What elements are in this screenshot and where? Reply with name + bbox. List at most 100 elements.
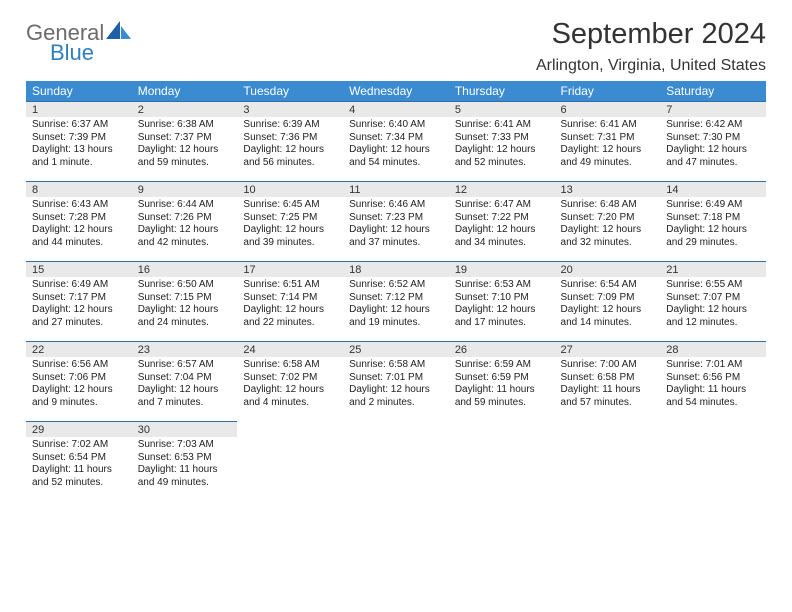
day-data-cell: Sunrise: 6:45 AMSunset: 7:25 PMDaylight:… [237,197,343,262]
week-number-row: 2930 [26,422,766,438]
sunrise-text: Sunrise: 7:02 AM [32,439,126,452]
day-data-cell: Sunrise: 7:03 AMSunset: 6:53 PMDaylight:… [132,437,238,501]
day-data-cell: Sunrise: 6:49 AMSunset: 7:17 PMDaylight:… [26,277,132,342]
day-data-cell: Sunrise: 7:01 AMSunset: 6:56 PMDaylight:… [660,357,766,422]
day-header: Sunday [26,81,132,102]
day-data-cell: Sunrise: 6:59 AMSunset: 6:59 PMDaylight:… [449,357,555,422]
daylight-text: Daylight: 12 hours and 32 minutes. [561,224,655,249]
daylight-text: Daylight: 12 hours and 29 minutes. [666,224,760,249]
logo-sail-icon [106,21,132,44]
week-data-row: Sunrise: 6:37 AMSunset: 7:39 PMDaylight:… [26,117,766,182]
sunrise-text: Sunrise: 6:58 AM [349,359,443,372]
sunset-text: Sunset: 7:23 PM [349,212,443,225]
sunset-text: Sunset: 7:33 PM [455,132,549,145]
daylight-text: Daylight: 12 hours and 56 minutes. [243,144,337,169]
day-data-cell [343,437,449,501]
day-header: Monday [132,81,238,102]
sunset-text: Sunset: 7:18 PM [666,212,760,225]
sunset-text: Sunset: 7:09 PM [561,292,655,305]
sunset-text: Sunset: 6:58 PM [561,372,655,385]
daylight-text: Daylight: 12 hours and 19 minutes. [349,304,443,329]
day-data-cell: Sunrise: 6:50 AMSunset: 7:15 PMDaylight:… [132,277,238,342]
day-data-cell [555,437,661,501]
daylight-text: Daylight: 11 hours and 57 minutes. [561,384,655,409]
sunset-text: Sunset: 7:17 PM [32,292,126,305]
sunrise-text: Sunrise: 6:55 AM [666,279,760,292]
daylight-text: Daylight: 12 hours and 54 minutes. [349,144,443,169]
day-number-cell: 17 [237,262,343,278]
sunset-text: Sunset: 7:39 PM [32,132,126,145]
day-number-cell: 2 [132,102,238,118]
daylight-text: Daylight: 12 hours and 47 minutes. [666,144,760,169]
daylight-text: Daylight: 12 hours and 9 minutes. [32,384,126,409]
day-number-cell: 26 [449,342,555,358]
sunrise-text: Sunrise: 6:42 AM [666,119,760,132]
day-number-cell: 13 [555,182,661,198]
sunset-text: Sunset: 7:01 PM [349,372,443,385]
sunrise-text: Sunrise: 6:51 AM [243,279,337,292]
sunset-text: Sunset: 7:12 PM [349,292,443,305]
day-number-cell: 23 [132,342,238,358]
week-data-row: Sunrise: 7:02 AMSunset: 6:54 PMDaylight:… [26,437,766,501]
day-number-cell [555,422,661,438]
daylight-text: Daylight: 12 hours and 14 minutes. [561,304,655,329]
sunrise-text: Sunrise: 7:01 AM [666,359,760,372]
day-data-cell: Sunrise: 6:40 AMSunset: 7:34 PMDaylight:… [343,117,449,182]
daylight-text: Daylight: 12 hours and 22 minutes. [243,304,337,329]
daylight-text: Daylight: 12 hours and 42 minutes. [138,224,232,249]
day-number-cell: 25 [343,342,449,358]
day-data-cell: Sunrise: 6:41 AMSunset: 7:31 PMDaylight:… [555,117,661,182]
day-data-cell: Sunrise: 6:43 AMSunset: 7:28 PMDaylight:… [26,197,132,262]
sunset-text: Sunset: 7:22 PM [455,212,549,225]
day-data-cell: Sunrise: 6:49 AMSunset: 7:18 PMDaylight:… [660,197,766,262]
day-number-cell: 19 [449,262,555,278]
month-title: September 2024 [536,18,766,51]
week-number-row: 1234567 [26,102,766,118]
day-number-cell: 11 [343,182,449,198]
day-number-cell: 9 [132,182,238,198]
location: Arlington, Virginia, United States [536,57,766,75]
day-number-cell: 6 [555,102,661,118]
day-number-cell: 15 [26,262,132,278]
sunset-text: Sunset: 7:14 PM [243,292,337,305]
day-data-cell: Sunrise: 7:02 AMSunset: 6:54 PMDaylight:… [26,437,132,501]
day-header: Saturday [660,81,766,102]
daylight-text: Daylight: 12 hours and 2 minutes. [349,384,443,409]
daylight-text: Daylight: 12 hours and 24 minutes. [138,304,232,329]
day-number-cell [449,422,555,438]
sunrise-text: Sunrise: 6:46 AM [349,199,443,212]
sunrise-text: Sunrise: 6:40 AM [349,119,443,132]
sunrise-text: Sunrise: 6:50 AM [138,279,232,292]
daylight-text: Daylight: 12 hours and 49 minutes. [561,144,655,169]
sunset-text: Sunset: 7:28 PM [32,212,126,225]
sunrise-text: Sunrise: 7:00 AM [561,359,655,372]
daylight-text: Daylight: 12 hours and 59 minutes. [138,144,232,169]
sunset-text: Sunset: 7:34 PM [349,132,443,145]
day-number-cell: 14 [660,182,766,198]
sunrise-text: Sunrise: 6:49 AM [666,199,760,212]
day-data-cell: Sunrise: 6:53 AMSunset: 7:10 PMDaylight:… [449,277,555,342]
sunrise-text: Sunrise: 6:38 AM [138,119,232,132]
sunrise-text: Sunrise: 6:54 AM [561,279,655,292]
week-data-row: Sunrise: 6:43 AMSunset: 7:28 PMDaylight:… [26,197,766,262]
sunrise-text: Sunrise: 6:41 AM [561,119,655,132]
day-number-cell: 8 [26,182,132,198]
sunset-text: Sunset: 7:06 PM [32,372,126,385]
week-data-row: Sunrise: 6:56 AMSunset: 7:06 PMDaylight:… [26,357,766,422]
sunset-text: Sunset: 7:30 PM [666,132,760,145]
day-number-cell: 22 [26,342,132,358]
day-data-cell: Sunrise: 6:37 AMSunset: 7:39 PMDaylight:… [26,117,132,182]
day-data-cell [237,437,343,501]
day-data-cell: Sunrise: 6:58 AMSunset: 7:02 PMDaylight:… [237,357,343,422]
sunset-text: Sunset: 7:25 PM [243,212,337,225]
daylight-text: Daylight: 12 hours and 17 minutes. [455,304,549,329]
sunrise-text: Sunrise: 6:57 AM [138,359,232,372]
daylight-text: Daylight: 11 hours and 49 minutes. [138,464,232,489]
day-number-cell: 29 [26,422,132,438]
day-header-row: Sunday Monday Tuesday Wednesday Thursday… [26,81,766,102]
daylight-text: Daylight: 11 hours and 59 minutes. [455,384,549,409]
day-number-cell: 30 [132,422,238,438]
sunrise-text: Sunrise: 6:48 AM [561,199,655,212]
sunset-text: Sunset: 7:15 PM [138,292,232,305]
sunrise-text: Sunrise: 6:59 AM [455,359,549,372]
